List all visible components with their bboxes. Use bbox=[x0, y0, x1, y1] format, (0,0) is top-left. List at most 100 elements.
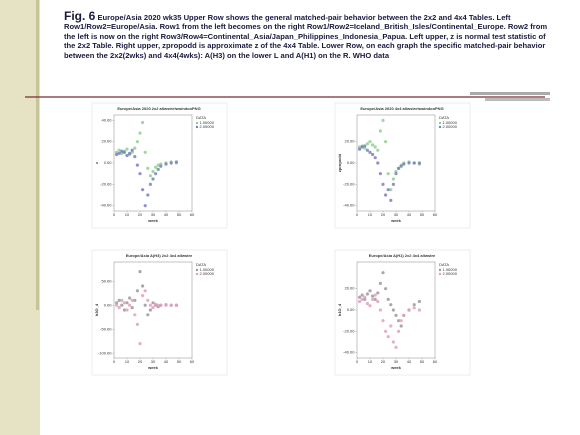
x-tick-label: 10 bbox=[368, 359, 373, 364]
legend-label: 1.00000 bbox=[200, 120, 215, 125]
point bbox=[417, 308, 421, 312]
point bbox=[402, 162, 406, 166]
x-tick-label: 30 bbox=[394, 212, 399, 217]
point bbox=[128, 296, 132, 300]
point bbox=[378, 129, 382, 133]
legend-label: 1.00000 bbox=[443, 267, 458, 272]
point bbox=[117, 298, 121, 302]
point bbox=[128, 303, 132, 307]
y-tick-label: 0.00 bbox=[104, 302, 113, 307]
legend-swatch bbox=[195, 125, 199, 129]
y-axis-label: h1O_4 bbox=[337, 303, 342, 316]
y-tick-label: 0.00 bbox=[347, 307, 356, 312]
y-tick-label: 0.00 bbox=[104, 160, 113, 165]
point bbox=[169, 161, 173, 165]
point bbox=[389, 324, 393, 328]
point bbox=[135, 140, 139, 144]
point bbox=[125, 153, 129, 158]
point bbox=[417, 299, 421, 304]
chart-title: Europe/Asia A(H3) 2x2 4x4 allwstre bbox=[126, 253, 193, 258]
side-bar bbox=[0, 0, 40, 435]
point bbox=[130, 298, 134, 302]
point bbox=[368, 304, 372, 308]
x-tick-label: 30 bbox=[394, 359, 399, 364]
point bbox=[138, 131, 142, 135]
x-tick-label: 50 bbox=[420, 359, 425, 364]
y-tick-label: -40.00 bbox=[100, 203, 112, 208]
point bbox=[386, 335, 390, 339]
point bbox=[399, 164, 403, 168]
x-tick-label: 40 bbox=[407, 359, 412, 364]
point bbox=[133, 155, 137, 159]
point bbox=[143, 204, 147, 208]
point bbox=[397, 166, 401, 170]
x-tick-label: 10 bbox=[125, 359, 130, 364]
caption: Fig. 6 Europe/Asia 2020 wk35 Upper Row s… bbox=[64, 10, 550, 60]
point bbox=[373, 293, 377, 297]
point bbox=[386, 172, 390, 176]
legend-label: 2.00000 bbox=[443, 271, 458, 276]
x-tick-label: 30 bbox=[151, 212, 156, 217]
point bbox=[122, 301, 126, 305]
y-tick-label: 0.00 bbox=[347, 160, 356, 165]
point bbox=[148, 182, 152, 186]
point bbox=[371, 294, 375, 298]
point bbox=[407, 308, 411, 312]
y-tick-label: -40.00 bbox=[343, 203, 355, 208]
legend-title: DATA bbox=[196, 262, 206, 267]
rule-bar bbox=[470, 92, 550, 95]
point bbox=[371, 152, 375, 157]
point bbox=[143, 289, 147, 293]
point bbox=[135, 289, 139, 293]
point bbox=[376, 148, 380, 152]
point bbox=[120, 303, 124, 307]
point bbox=[138, 270, 142, 274]
y-tick-label: -40.00 bbox=[343, 350, 355, 355]
point bbox=[148, 174, 152, 178]
legend-swatch bbox=[195, 272, 199, 276]
x-tick-label: 40 bbox=[407, 212, 412, 217]
legend-label: 2.00000 bbox=[200, 124, 215, 129]
side-accent bbox=[36, 0, 39, 310]
point bbox=[365, 302, 369, 306]
point bbox=[146, 193, 150, 197]
rule-bar bbox=[485, 98, 550, 101]
point bbox=[397, 319, 401, 323]
point bbox=[373, 297, 377, 301]
point bbox=[360, 293, 364, 297]
point bbox=[115, 301, 119, 305]
point bbox=[125, 147, 129, 151]
x-tick-label: 40 bbox=[164, 359, 169, 364]
legend-swatch bbox=[438, 268, 442, 272]
point bbox=[381, 118, 385, 122]
point bbox=[384, 193, 388, 197]
point bbox=[376, 299, 380, 304]
x-tick-label: 50 bbox=[420, 212, 425, 217]
legend-swatch bbox=[438, 272, 442, 276]
point bbox=[391, 177, 395, 181]
point bbox=[389, 198, 393, 202]
chart-title: Europe/Asia A(H1) 2x2 4x4 allwstre bbox=[369, 253, 436, 258]
point bbox=[358, 295, 362, 299]
point bbox=[371, 297, 375, 301]
point bbox=[156, 303, 160, 307]
x-tick-label: 50 bbox=[177, 212, 182, 217]
legend-swatch bbox=[438, 125, 442, 129]
point bbox=[143, 303, 147, 307]
point bbox=[389, 303, 393, 307]
point bbox=[141, 120, 145, 125]
y-axis-label: h3O_4 bbox=[94, 303, 99, 316]
point bbox=[133, 298, 137, 302]
legend-title: DATA bbox=[439, 115, 449, 120]
x-axis-label: week bbox=[390, 218, 402, 223]
point bbox=[384, 140, 388, 144]
point bbox=[130, 148, 134, 152]
point bbox=[159, 164, 163, 168]
point bbox=[128, 151, 132, 155]
legend-label: 2.00000 bbox=[200, 271, 215, 276]
point bbox=[174, 160, 178, 164]
point bbox=[412, 303, 416, 307]
point bbox=[154, 165, 158, 169]
